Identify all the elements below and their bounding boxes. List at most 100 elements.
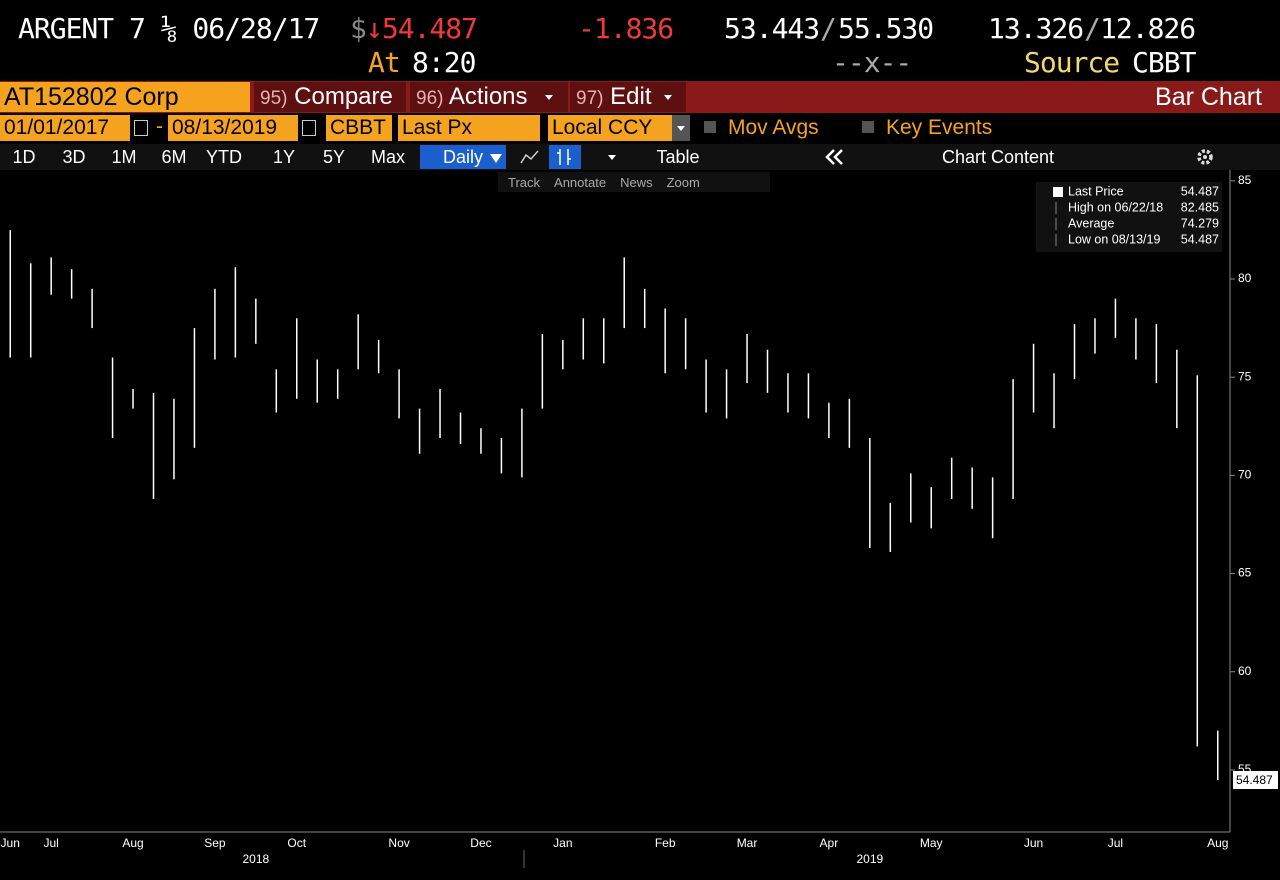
y-tick-label: 60 [1238,664,1252,678]
tool-bar [498,172,770,192]
legend-value: 82.485 [1181,200,1219,214]
menu-item[interactable]: 96) Actions [410,82,568,112]
x-tick-label: Jan [553,836,572,850]
x-tick-label: Feb [655,836,676,850]
period-button[interactable]: YTD [200,145,248,169]
menu-label: Actions [448,83,528,110]
period-button[interactable]: Max [360,145,416,169]
price: ↓54.487 [366,12,478,45]
last-price-tag [1233,770,1278,789]
period-button[interactable]: 1Y [260,145,308,169]
separator: / [820,12,837,45]
period-button[interactable]: 1M [100,145,148,169]
change: -1.836 [578,12,674,45]
x-tick-label: Jul [1108,836,1123,850]
chart-tool[interactable]: Annotate [554,175,607,190]
legend-value: 54.487 [1181,184,1219,198]
last-price-label: 54.487 [1236,773,1273,787]
gear-hub [1203,155,1207,159]
chart-content[interactable]: Chart Content [918,145,1078,169]
ticker[interactable]: AT152802 Corp [0,82,250,112]
legend: Last Price 54.487 High on 06/22/18 82.485 Av… [1036,182,1222,252]
line-icon [520,150,539,164]
period-button[interactable]: 6M [150,145,198,169]
year-label: 2019 [856,852,883,866]
time-label: At [368,46,401,79]
legend-box [1036,182,1222,252]
menu-num: 96) [416,88,444,109]
x-tick-label: Jun [1024,836,1043,850]
x-tick-label: Sep [204,836,226,850]
field[interactable]: Last Px [398,115,540,141]
chart-tool[interactable]: Track [508,175,541,190]
menu-num: 95) [260,88,288,109]
tools: Track Annotate News Zoom [508,174,714,192]
mov-avgs[interactable]: Mov Avgs [728,116,819,139]
x-tick-label: Apr [820,836,839,850]
chart-tool[interactable]: Zoom [666,175,700,190]
chart-style-icons[interactable] [516,145,586,169]
dropdown-arrow [608,155,616,160]
bar-icon-bg [549,145,581,169]
x-tick-label: Jul [43,836,58,850]
time: 8:20 [412,46,476,79]
pricing-source[interactable]: CBBT [326,115,392,141]
table[interactable]: Table [630,145,726,169]
settings-icon[interactable] [1196,148,1214,166]
period-button[interactable]: 1D [0,145,48,169]
checkbox[interactable] [704,121,716,133]
menu-item[interactable]: 95) Compare [254,82,406,112]
chart-tool[interactable]: News [620,175,653,190]
period-button[interactable]: 3D [50,145,98,169]
start-date[interactable]: 01/01/2017 [0,115,130,141]
y-tick-label: 65 [1238,566,1252,580]
legend-label: Last Price [1068,184,1124,198]
currency-select[interactable]: Local CCY [548,115,672,141]
legend-value: 54.487 [1181,232,1219,246]
calendar-icon[interactable] [134,120,148,136]
size: --x-- [832,46,912,79]
bid: 53.443 [724,12,820,45]
bar-icon [557,149,571,165]
legend-label: High on 06/22/18 [1068,200,1163,214]
ask: 55.530 [838,12,934,45]
key-events[interactable]: Key Events [886,116,993,139]
dropdown-arrow [664,95,672,100]
collapse-icon[interactable] [820,146,850,168]
legend-swatch [1053,187,1063,197]
dropdown-arrow [677,126,685,131]
menu-label: Compare [294,83,393,110]
y-tick-label: 80 [1238,271,1252,285]
x-tick-label: Oct [287,836,306,850]
x-tick-label: May [920,836,943,850]
ask-yield: 12.826 [1100,12,1196,45]
checkbox[interactable] [862,121,874,133]
period-button[interactable]: 5Y [310,145,358,169]
date-dash: - [156,115,163,138]
source-label: Source [1024,46,1120,79]
view-title: Bar Chart [1155,83,1262,111]
year-label: 2018 [242,852,269,866]
menu-num: 97) [576,88,604,109]
end-date[interactable]: 08/13/2019 [168,115,298,141]
menu-label: Edit [610,83,652,110]
currency-dropdown[interactable] [672,115,690,141]
separator: / [1084,12,1101,45]
x-tick-label: Jun [1,836,20,850]
bid-yield: 13.326 [988,12,1084,45]
x-tick-label: Aug [122,836,143,850]
x-tick-label: Nov [388,836,409,850]
legend-label: Average [1068,216,1114,230]
gear [1197,149,1213,165]
x-tick-label: Aug [1207,836,1228,850]
currency: $ [350,12,367,45]
dropdown-arrow [490,154,502,163]
chevron [825,149,843,165]
security: ARGENT 7 ⅛ 06/28/17 [18,12,320,45]
y-tick-label: 70 [1238,468,1252,482]
x-tick-label: Dec [470,836,491,850]
calendar-icon[interactable] [302,120,316,136]
dropdown-arrow [545,95,553,100]
